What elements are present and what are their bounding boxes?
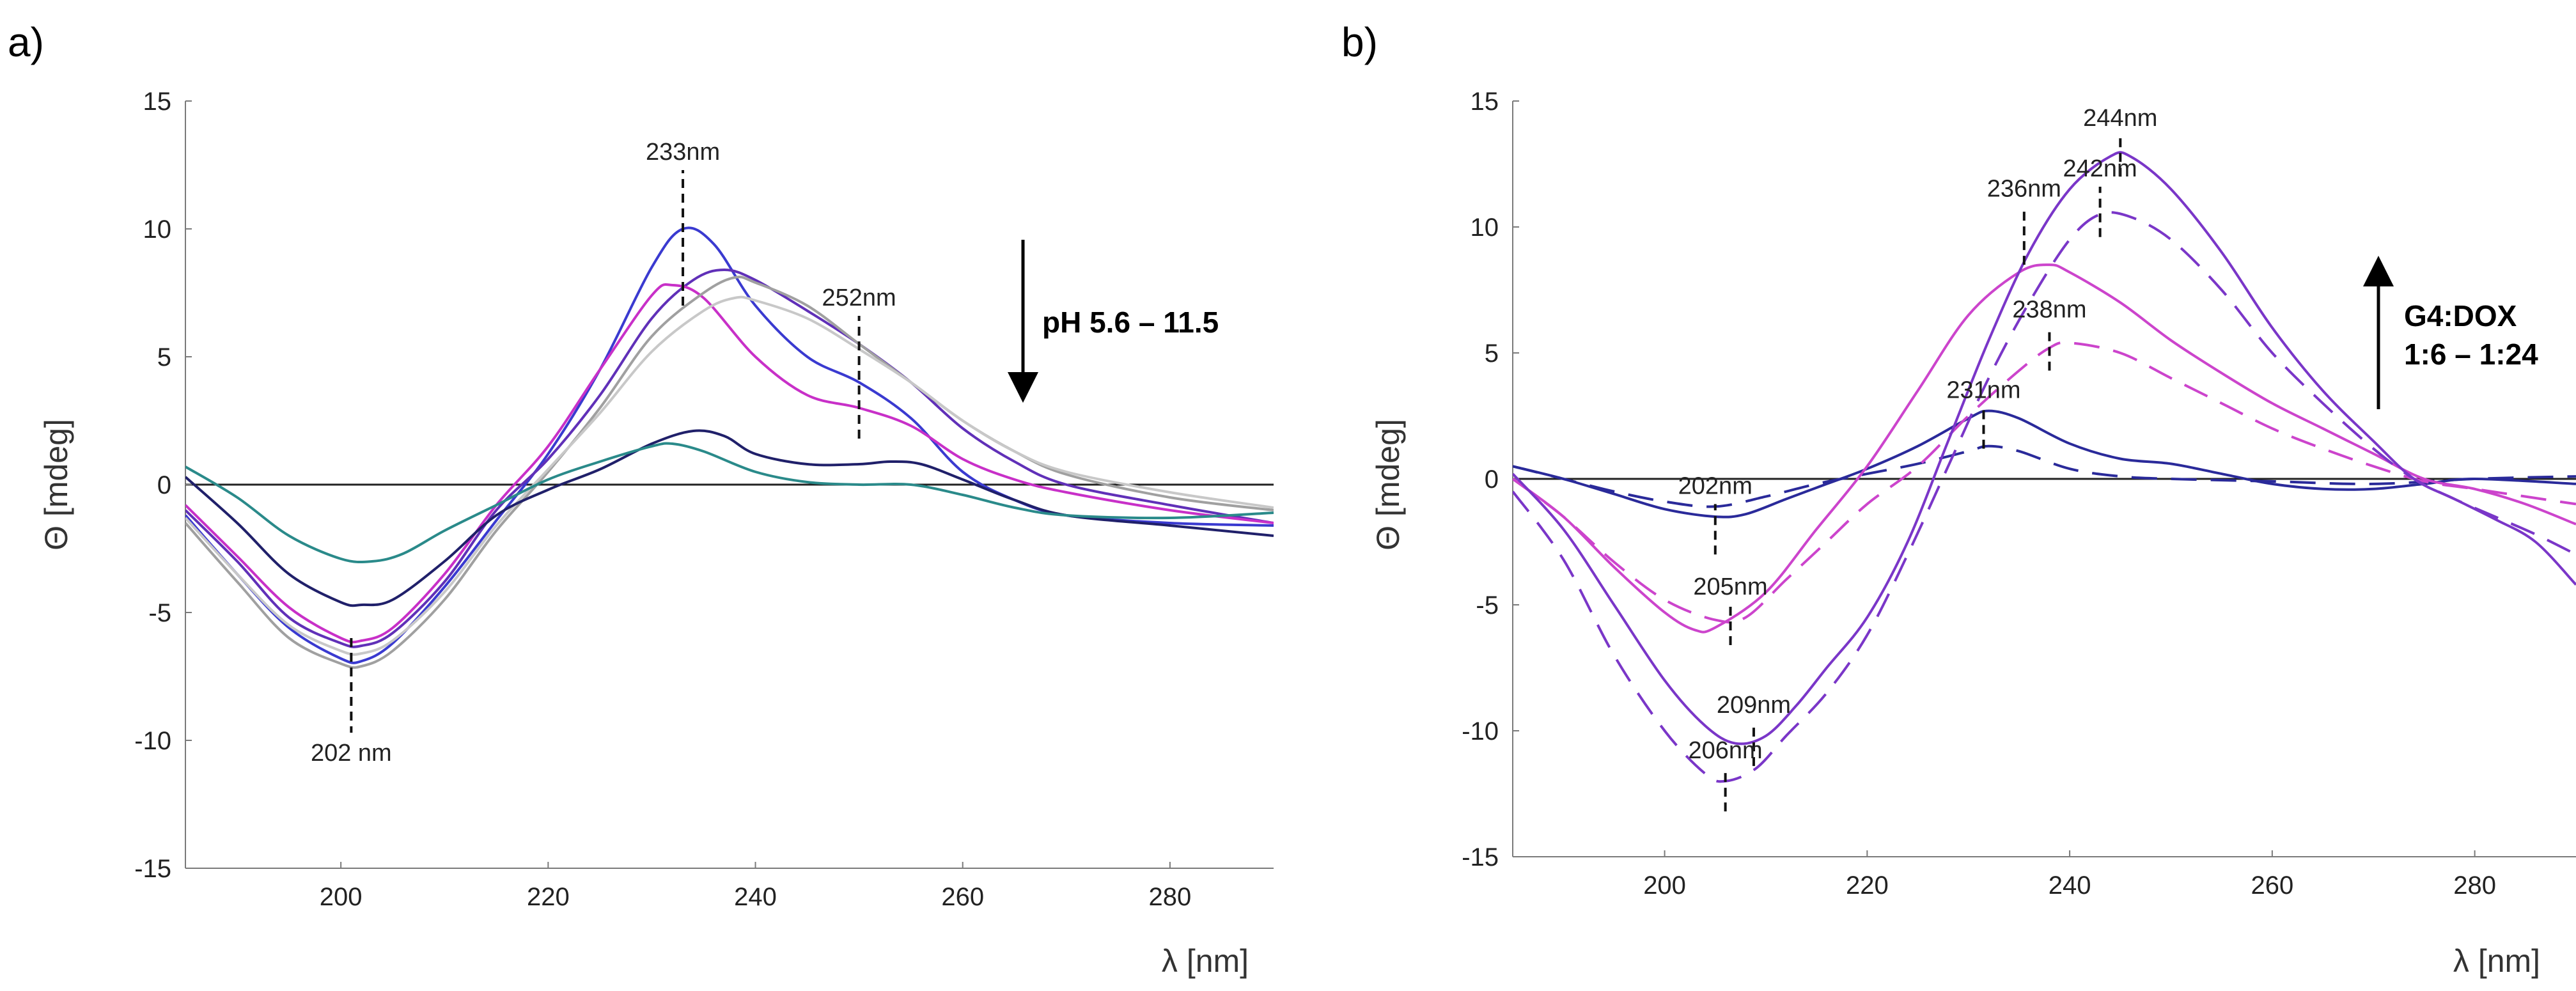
x-axis-label: λ [nm]: [2453, 943, 2540, 979]
panel-label: a): [8, 19, 44, 65]
series-line: [185, 268, 1274, 648]
x-axis-label: λ [nm]: [1162, 943, 1249, 979]
x-tick-label: 220: [527, 883, 570, 911]
y-tick-label: 0: [157, 471, 171, 499]
series-line: [185, 226, 1274, 664]
x-tick-label: 220: [1846, 871, 1889, 900]
trend-arrow-head: [2363, 256, 2394, 286]
x-tick-label: 240: [2049, 871, 2091, 900]
series-line: [1513, 409, 2576, 519]
panel-label: b): [1341, 19, 1378, 65]
x-tick-label: 200: [320, 883, 363, 911]
y-tick-label: 0: [1485, 465, 1499, 494]
series-line: [185, 295, 1274, 656]
annotation-label: 238nm: [2012, 297, 2086, 324]
y-axis-label: Θ [mdeg]: [38, 419, 74, 550]
annotation-label: 231nm: [1946, 377, 2020, 404]
y-tick-label: -5: [1476, 591, 1499, 620]
series-line: [1513, 444, 2576, 508]
annotation-label: 202nm: [1678, 472, 1752, 499]
series-line: [1513, 211, 2576, 783]
annotation-label: 252nm: [822, 285, 896, 311]
chart-panel-a: -15 -10 -5 0 5 10 15 200 220 240 260 280 233nm 252nm 2…: [8, 19, 1274, 979]
y-tick-label: 15: [143, 88, 172, 116]
series-line: [185, 442, 1274, 564]
x-tick-label: 280: [2453, 871, 2496, 900]
y-tick-label: 5: [1485, 339, 1499, 368]
x-tick-label: 260: [941, 883, 984, 911]
y-tick-label: 10: [1471, 214, 1499, 242]
annotation-label: 244nm: [2083, 105, 2157, 132]
y-axis-label: Θ [mdeg]: [1370, 419, 1406, 550]
trend-arrow-label: G4:DOX: [2404, 299, 2517, 332]
series-line: [185, 429, 1274, 607]
trend-arrow-head: [1008, 372, 1038, 403]
annotation-label: 205nm: [1693, 574, 1767, 600]
annotation-label: 233nm: [646, 139, 720, 166]
y-tick-label: -15: [134, 855, 171, 883]
annotation-label: 209nm: [1717, 692, 1791, 719]
y-tick-label: 10: [143, 215, 172, 244]
y-tick-label: -15: [1462, 843, 1499, 871]
annotation-label: 202 nm: [311, 740, 392, 767]
y-tick-label: 15: [1471, 88, 1499, 116]
x-tick-label: 200: [1643, 871, 1686, 900]
x-tick-label: 280: [1149, 883, 1192, 911]
annotation-label: 242nm: [2063, 155, 2137, 182]
series-line: [1513, 151, 2576, 745]
trend-arrow-label: pH 5.6 – 11.5: [1042, 306, 1219, 339]
y-tick-label: -10: [134, 727, 171, 755]
series-line: [1513, 341, 2576, 624]
y-tick-label: -10: [1462, 717, 1499, 745]
annotation-label: 236nm: [1987, 175, 2061, 202]
x-tick-label: 260: [2251, 871, 2293, 900]
annotation-label: 206nm: [1688, 737, 1762, 764]
series-line: [185, 283, 1274, 644]
trend-arrow-label: 1:6 – 1:24: [2404, 338, 2538, 371]
x-tick-label: 240: [734, 883, 777, 911]
y-tick-label: -5: [148, 599, 171, 627]
y-tick-label: 5: [157, 343, 171, 371]
